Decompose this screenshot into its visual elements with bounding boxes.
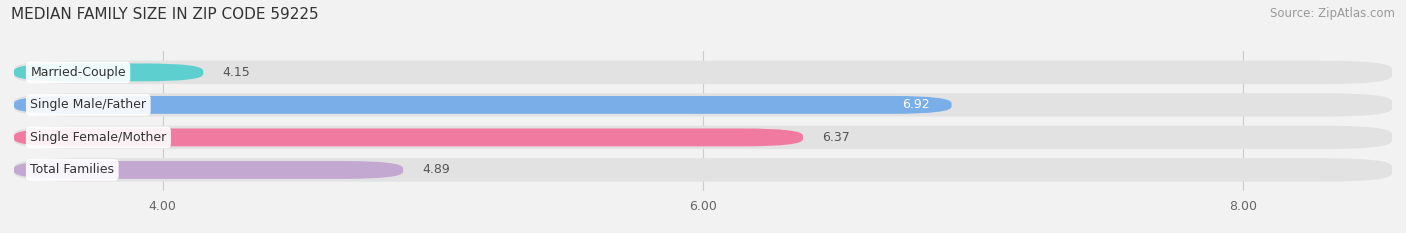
Text: Single Male/Father: Single Male/Father [31,98,146,111]
Text: 4.15: 4.15 [222,66,250,79]
FancyBboxPatch shape [14,161,404,179]
FancyBboxPatch shape [14,128,803,146]
Text: Married-Couple: Married-Couple [31,66,127,79]
Text: 4.89: 4.89 [422,163,450,176]
Text: Single Female/Mother: Single Female/Mother [31,131,166,144]
Text: 6.92: 6.92 [903,98,929,111]
Text: MEDIAN FAMILY SIZE IN ZIP CODE 59225: MEDIAN FAMILY SIZE IN ZIP CODE 59225 [11,7,319,22]
FancyBboxPatch shape [14,126,1392,149]
Text: Total Families: Total Families [31,163,114,176]
FancyBboxPatch shape [14,93,1392,116]
FancyBboxPatch shape [14,63,204,81]
FancyBboxPatch shape [14,158,1392,182]
FancyBboxPatch shape [14,61,1392,84]
Text: 6.37: 6.37 [823,131,849,144]
FancyBboxPatch shape [14,96,952,114]
Text: Source: ZipAtlas.com: Source: ZipAtlas.com [1270,7,1395,20]
